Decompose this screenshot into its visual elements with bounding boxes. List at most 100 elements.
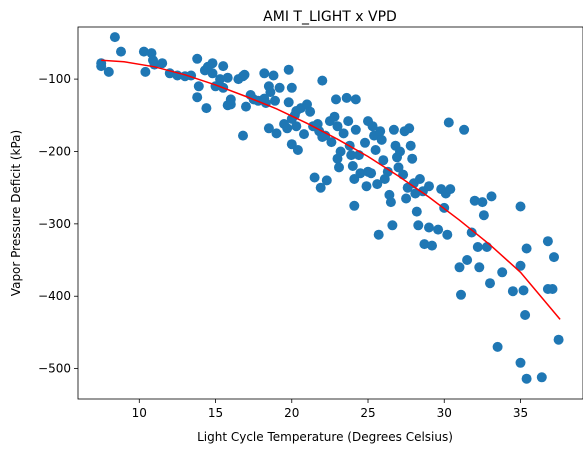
data-point-159 [518, 285, 529, 296]
data-point-43 [265, 87, 276, 98]
data-point-141 [456, 289, 466, 300]
data-point-59 [292, 145, 303, 155]
data-point-114 [393, 162, 404, 173]
data-point-115 [395, 146, 405, 157]
data-point-127 [414, 174, 425, 184]
data-point-142 [459, 124, 470, 135]
data-point-164 [542, 236, 553, 247]
data-point-162 [521, 373, 532, 384]
data-point-129 [419, 239, 430, 250]
data-point-39 [259, 68, 270, 79]
data-point-21 [207, 58, 218, 69]
data-point-46 [270, 95, 280, 106]
data-point-147 [474, 262, 485, 273]
data-point-155 [507, 286, 518, 297]
data-point-47 [271, 128, 282, 139]
data-point-76 [331, 94, 341, 105]
data-point-158 [515, 357, 526, 368]
data-point-24 [215, 74, 226, 85]
data-point-167 [549, 252, 559, 263]
data-point-30 [225, 94, 236, 105]
data-point-137 [442, 229, 453, 240]
data-point-22 [207, 68, 218, 79]
data-point-34 [238, 130, 248, 141]
data-point-97 [366, 168, 377, 179]
data-point-81 [338, 128, 349, 139]
data-point-168 [553, 334, 564, 345]
x-tick-label-25: 25 [360, 406, 375, 420]
data-point-131 [424, 222, 434, 233]
data-point-110 [387, 220, 398, 231]
plot-area [77, 26, 583, 400]
data-point-75 [329, 111, 340, 122]
data-point-166 [547, 284, 558, 294]
data-points [96, 32, 564, 384]
data-point-4 [116, 46, 126, 57]
data-point-161 [520, 310, 531, 320]
y-tick-label--200: −200 [38, 144, 71, 158]
x-tick-label-35: 35 [513, 406, 528, 420]
data-point-79 [334, 162, 344, 173]
data-point-146 [472, 242, 483, 252]
data-point-5 [138, 46, 149, 57]
data-point-148 [477, 197, 488, 208]
data-point-163 [536, 372, 547, 383]
y-tick-label--500: −500 [38, 362, 71, 376]
data-point-152 [486, 191, 497, 202]
data-point-77 [332, 121, 343, 132]
data-point-50 [282, 123, 293, 134]
data-point-52 [283, 97, 294, 108]
y-axis-label: Vapor Pressure Deficit (kPa) [9, 130, 23, 296]
x-tick-label-20: 20 [284, 406, 299, 420]
data-point-138 [443, 117, 454, 128]
data-point-140 [454, 262, 465, 273]
data-point-10 [157, 58, 168, 69]
data-point-94 [361, 181, 372, 192]
data-point-88 [349, 200, 360, 211]
y-axis: −100 −200 −300 −400 −500 [38, 72, 78, 376]
y-tick-label--400: −400 [38, 289, 71, 303]
data-point-27 [222, 72, 233, 83]
x-axis: 10 15 20 25 30 35 [132, 399, 528, 420]
data-point-93 [360, 137, 370, 148]
x-tick-label-10: 10 [132, 406, 147, 420]
data-point-16 [192, 92, 203, 103]
data-point-139 [445, 184, 456, 195]
data-point-90 [350, 124, 361, 135]
data-point-118 [401, 193, 412, 204]
data-point-3 [109, 32, 120, 43]
chart-title: AMI T_LIGHT x VPD [263, 9, 397, 25]
data-point-143 [462, 255, 473, 265]
data-point-133 [433, 224, 444, 235]
data-point-69 [317, 75, 328, 86]
data-point-85 [346, 150, 357, 161]
data-point-154 [497, 267, 508, 278]
data-point-150 [481, 242, 492, 252]
data-point-25 [218, 61, 229, 72]
data-point-111 [388, 124, 399, 135]
data-point-58 [291, 121, 302, 132]
data-point-63 [305, 106, 316, 117]
data-point-68 [315, 182, 326, 193]
data-point-144 [466, 227, 477, 238]
data-point-153 [492, 341, 503, 352]
data-point-44 [263, 123, 274, 134]
data-point-125 [411, 206, 422, 217]
data-point-105 [378, 155, 389, 166]
data-point-160 [521, 243, 532, 254]
data-point-89 [350, 94, 361, 105]
data-point-80 [335, 146, 346, 157]
data-point-53 [286, 82, 297, 93]
data-point-130 [424, 181, 434, 192]
data-point-83 [343, 116, 354, 127]
x-tick-label-30: 30 [437, 406, 452, 420]
data-point-15 [192, 53, 203, 64]
data-point-1 [96, 61, 107, 72]
data-point-92 [355, 168, 366, 179]
data-point-74 [326, 137, 337, 148]
x-tick-label-15: 15 [208, 406, 223, 420]
data-point-98 [367, 121, 378, 132]
x-axis-label: Light Cycle Temperature (Degrees Celsius… [197, 430, 453, 444]
data-point-156 [515, 260, 526, 271]
